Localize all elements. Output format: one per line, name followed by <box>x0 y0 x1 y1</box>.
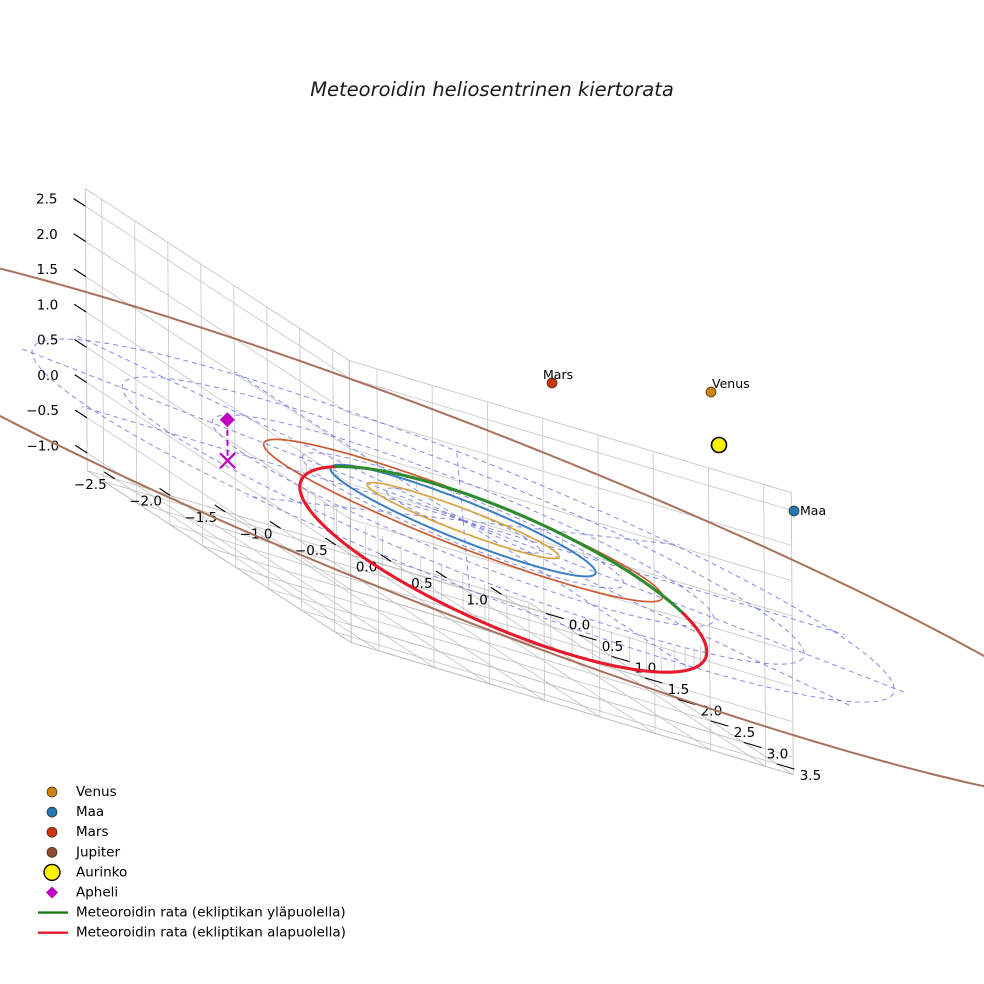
legend-marker-circle <box>46 826 58 838</box>
tick-label: −1.5 <box>184 510 217 526</box>
tick-label: −1.0 <box>26 438 59 454</box>
planet-label-mars: Mars <box>543 367 573 382</box>
legend-label: Jupiter <box>75 844 120 860</box>
planet-marker-venus <box>705 386 717 398</box>
aphelion-marker-group <box>219 412 236 469</box>
legend-marker-diamond <box>46 886 58 899</box>
planet-label-venus: Venus <box>712 376 750 391</box>
tick-label: 1.0 <box>466 593 487 609</box>
tick-label: 0.0 <box>37 368 58 384</box>
tick-label: 3.5 <box>800 768 821 784</box>
axis-tick-labels: −2.5 −2.0 −1.5 −1.0 −0.5 0.0 0.5 1.0 0.0 0.5 1.0 1.… <box>26 192 821 785</box>
legend-item-apheli[interactable]: Apheli <box>46 885 118 901</box>
meteoroid-orbit <box>298 464 709 674</box>
legend[interactable]: Venus Maa Mars Jupiter Aurinko Apheli Meteoroi… <box>38 784 346 941</box>
tick-label: 0.5 <box>602 639 623 655</box>
legend-marker-circle <box>46 786 58 798</box>
legend-label: Maa <box>76 804 104 820</box>
legend-item-meteoroidin[interactable]: Meteoroidin rata (ekliptikan yläpuolella… <box>38 905 346 921</box>
tick-label: −0.5 <box>295 543 328 559</box>
aphelion-diamond-marker <box>219 412 235 428</box>
legend-label: Mars <box>76 824 109 840</box>
ecliptic-polar-grid <box>18 334 908 707</box>
legend-marker-circle <box>43 863 61 882</box>
tick-label: −2.0 <box>129 494 162 510</box>
legend-label: Meteoroidin rata (ekliptikan yläpuolella… <box>76 905 346 921</box>
tick-label: 2.5 <box>36 192 57 208</box>
legend-label: Meteoroidin rata (ekliptikan alapuolella… <box>76 925 346 941</box>
legend-item-meteoroidin[interactable]: Meteoroidin rata (ekliptikan alapuolella… <box>38 925 346 941</box>
chart-title: Meteoroidin heliosentrinen kiertorata <box>310 78 674 101</box>
legend-label: Apheli <box>76 885 118 901</box>
legend-item-maa[interactable]: Maa <box>46 804 104 820</box>
legend-item-venus[interactable]: Venus <box>46 784 117 800</box>
tick-label: 0.5 <box>411 576 432 592</box>
legend-marker-circle <box>46 806 58 818</box>
legend-marker-circle <box>46 846 58 858</box>
planet-marker-maa <box>788 505 800 517</box>
legend-label: Aurinko <box>76 864 127 880</box>
legend-item-jupiter[interactable]: Jupiter <box>46 844 120 860</box>
tick-label: 0.0 <box>569 618 590 634</box>
tick-label: 2.0 <box>36 227 57 243</box>
planet-marker-mars <box>546 377 558 389</box>
tick-label: 1.5 <box>37 262 58 278</box>
legend-item-aurinko[interactable]: Aurinko <box>43 863 127 882</box>
tick-label: 0.0 <box>356 560 377 576</box>
axis-ticks <box>73 198 795 770</box>
tick-label: 2.5 <box>734 725 755 741</box>
legend-item-mars[interactable]: Mars <box>46 824 109 840</box>
body-markers: Venus Maa Mars <box>543 367 826 518</box>
tick-label: −0.5 <box>26 403 59 419</box>
sun-marker <box>710 436 728 454</box>
legend-label: Venus <box>76 784 117 800</box>
tick-label: −2.5 <box>74 477 107 493</box>
planet-label-maa: Maa <box>800 503 826 518</box>
tick-label: 0.5 <box>37 333 58 349</box>
tick-label: 1.5 <box>668 682 689 698</box>
tick-label: 1.0 <box>37 297 58 313</box>
tick-label: 3.0 <box>767 747 788 763</box>
